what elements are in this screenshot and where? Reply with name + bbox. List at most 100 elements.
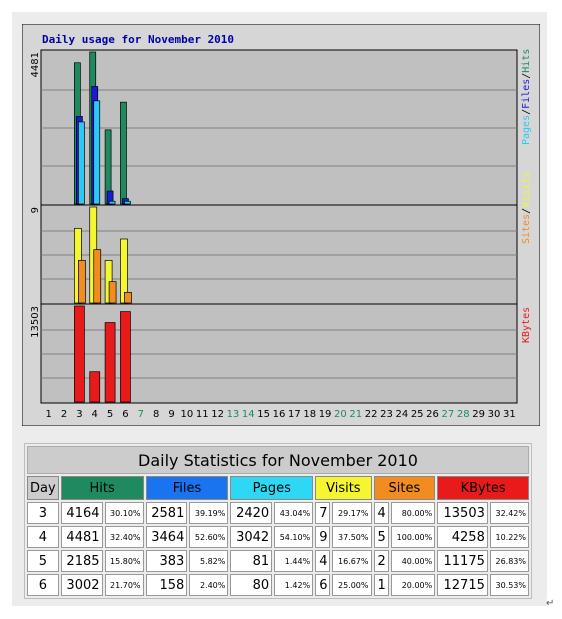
day-label-21: 21 [349, 409, 362, 420]
cell-hits: 3002 [60, 574, 103, 596]
day-label-7: 7 [138, 409, 144, 420]
day-label-27: 27 [442, 409, 455, 420]
bar-visits-day-6 [120, 238, 128, 304]
cell-files: 3464 [145, 526, 188, 548]
header-day: Day [27, 476, 59, 500]
cell-visits: 4 [315, 550, 331, 572]
cell-sites-percent: 100.00% [390, 526, 436, 548]
cell-files-percent: 39.19% [189, 502, 229, 524]
cell-hits: 2185 [60, 550, 103, 572]
day-label-31: 31 [503, 409, 516, 420]
legend-entry: Pages [521, 115, 532, 145]
day-label-6: 6 [122, 409, 128, 420]
cell-files: 383 [145, 550, 188, 572]
cell-sites-percent: 40.00% [390, 550, 436, 572]
cell-sites: 1 [373, 574, 389, 596]
cell-kbytes: 12715 [437, 574, 488, 596]
daily-statistics-table: Daily Statistics for November 2010 Day H… [24, 443, 532, 599]
cell-visits-percent: 25.00% [332, 574, 372, 596]
cell-kbytes-percent: 32.42% [489, 502, 529, 524]
end-of-page-mark: ↵ [546, 598, 555, 609]
day-label-28: 28 [457, 409, 470, 420]
legend-top: Pages/Files/Hits [521, 49, 532, 145]
day-label-15: 15 [257, 409, 270, 420]
bar-kbytes-day-3 [74, 305, 85, 403]
day-label-24: 24 [395, 409, 408, 420]
day-label-14: 14 [242, 409, 255, 420]
legend-entry: Visits [521, 172, 532, 208]
day-label-2: 2 [61, 409, 67, 420]
cell-sites-percent: 20.00% [390, 574, 436, 596]
scale-label-bot: 13503 [30, 306, 41, 338]
bar-sites-day-6 [124, 291, 132, 304]
cell-visits-percent: 29.17% [332, 502, 372, 524]
day-label-30: 30 [488, 409, 501, 420]
header-sites: Sites [373, 476, 436, 500]
cell-visits-percent: 37.50% [332, 526, 372, 548]
bar-pages-day-5 [108, 200, 116, 205]
legend-bot: KBytes [521, 307, 532, 343]
header-visits: Visits [315, 476, 372, 500]
day-label-26: 26 [426, 409, 439, 420]
legend-entry: KBytes [521, 307, 532, 343]
legend-entry: Sites [521, 214, 532, 244]
header-hits: Hits [60, 476, 144, 500]
day-label-4: 4 [92, 409, 98, 420]
day-label-22: 22 [365, 409, 378, 420]
bar-hits-day-6 [120, 101, 127, 205]
day-label-25: 25 [411, 409, 424, 420]
day-label-3: 3 [76, 409, 82, 420]
cell-sites: 5 [373, 526, 389, 548]
cell-visits: 7 [315, 502, 331, 524]
day-label-23: 23 [380, 409, 393, 420]
cell-day: 4 [27, 526, 59, 548]
legend-entry: Hits [521, 49, 532, 73]
cell-pages-percent: 54.10% [274, 526, 314, 548]
day-label-17: 17 [288, 409, 301, 420]
cell-pages: 80 [230, 574, 273, 596]
cell-visits: 6 [315, 574, 331, 596]
bar-kbytes-day-6 [120, 311, 131, 403]
cell-pages-percent: 1.44% [274, 550, 314, 572]
scale-label-top: 4481 [30, 52, 41, 77]
day-label-19: 19 [319, 409, 332, 420]
cell-files: 158 [145, 574, 188, 596]
day-label-29: 29 [472, 409, 485, 420]
table-row: 4 4481 32.40% 3464 52.60% 3042 54.10% 9 37.50% 5 1… [27, 526, 529, 548]
cell-sites: 4 [373, 502, 389, 524]
table-row: 5 2185 15.80% 383 5.82% 81 1.44% 4 16.67% 2 40.00%… [27, 550, 529, 572]
cell-day: 6 [27, 574, 59, 596]
day-label-16: 16 [273, 409, 286, 420]
header-kbytes: KBytes [437, 476, 529, 500]
table-row: 3 4164 30.10% 2581 39.19% 2420 43.04% 7 29.17% 4 8… [27, 502, 529, 524]
table-caption: Daily Statistics for November 2010 [27, 446, 529, 474]
cell-pages: 81 [230, 550, 273, 572]
bar-kbytes-day-5 [104, 322, 116, 403]
cell-sites-percent: 80.00% [390, 502, 436, 524]
cell-kbytes: 11175 [437, 550, 488, 572]
cell-kbytes: 4258 [437, 526, 488, 548]
cell-kbytes-percent: 10.22% [489, 526, 529, 548]
cell-hits-percent: 30.10% [104, 502, 144, 524]
bar-pages-day-3 [78, 121, 85, 205]
bar-pages-day-4 [93, 100, 101, 205]
cell-hits-percent: 32.40% [104, 526, 144, 548]
day-label-18: 18 [303, 409, 316, 420]
cell-kbytes-percent: 26.83% [489, 550, 529, 572]
cell-hits: 4164 [60, 502, 103, 524]
bar-sites-day-5 [108, 281, 117, 304]
legend-mid: Sites/Visits [521, 172, 532, 244]
cell-files-percent: 2.40% [189, 574, 229, 596]
cell-day: 3 [27, 502, 59, 524]
header-pages: Pages [230, 476, 314, 500]
day-label-10: 10 [181, 409, 194, 420]
day-label-12: 12 [211, 409, 224, 420]
bar-sites-day-4 [93, 249, 102, 304]
chart-title: Daily usage for November 2010 [42, 33, 234, 46]
scale-label-mid: 9 [30, 207, 41, 213]
day-label-13: 13 [227, 409, 240, 420]
cell-visits: 9 [315, 526, 331, 548]
cell-pages: 2420 [230, 502, 273, 524]
day-label-1: 1 [45, 409, 51, 420]
